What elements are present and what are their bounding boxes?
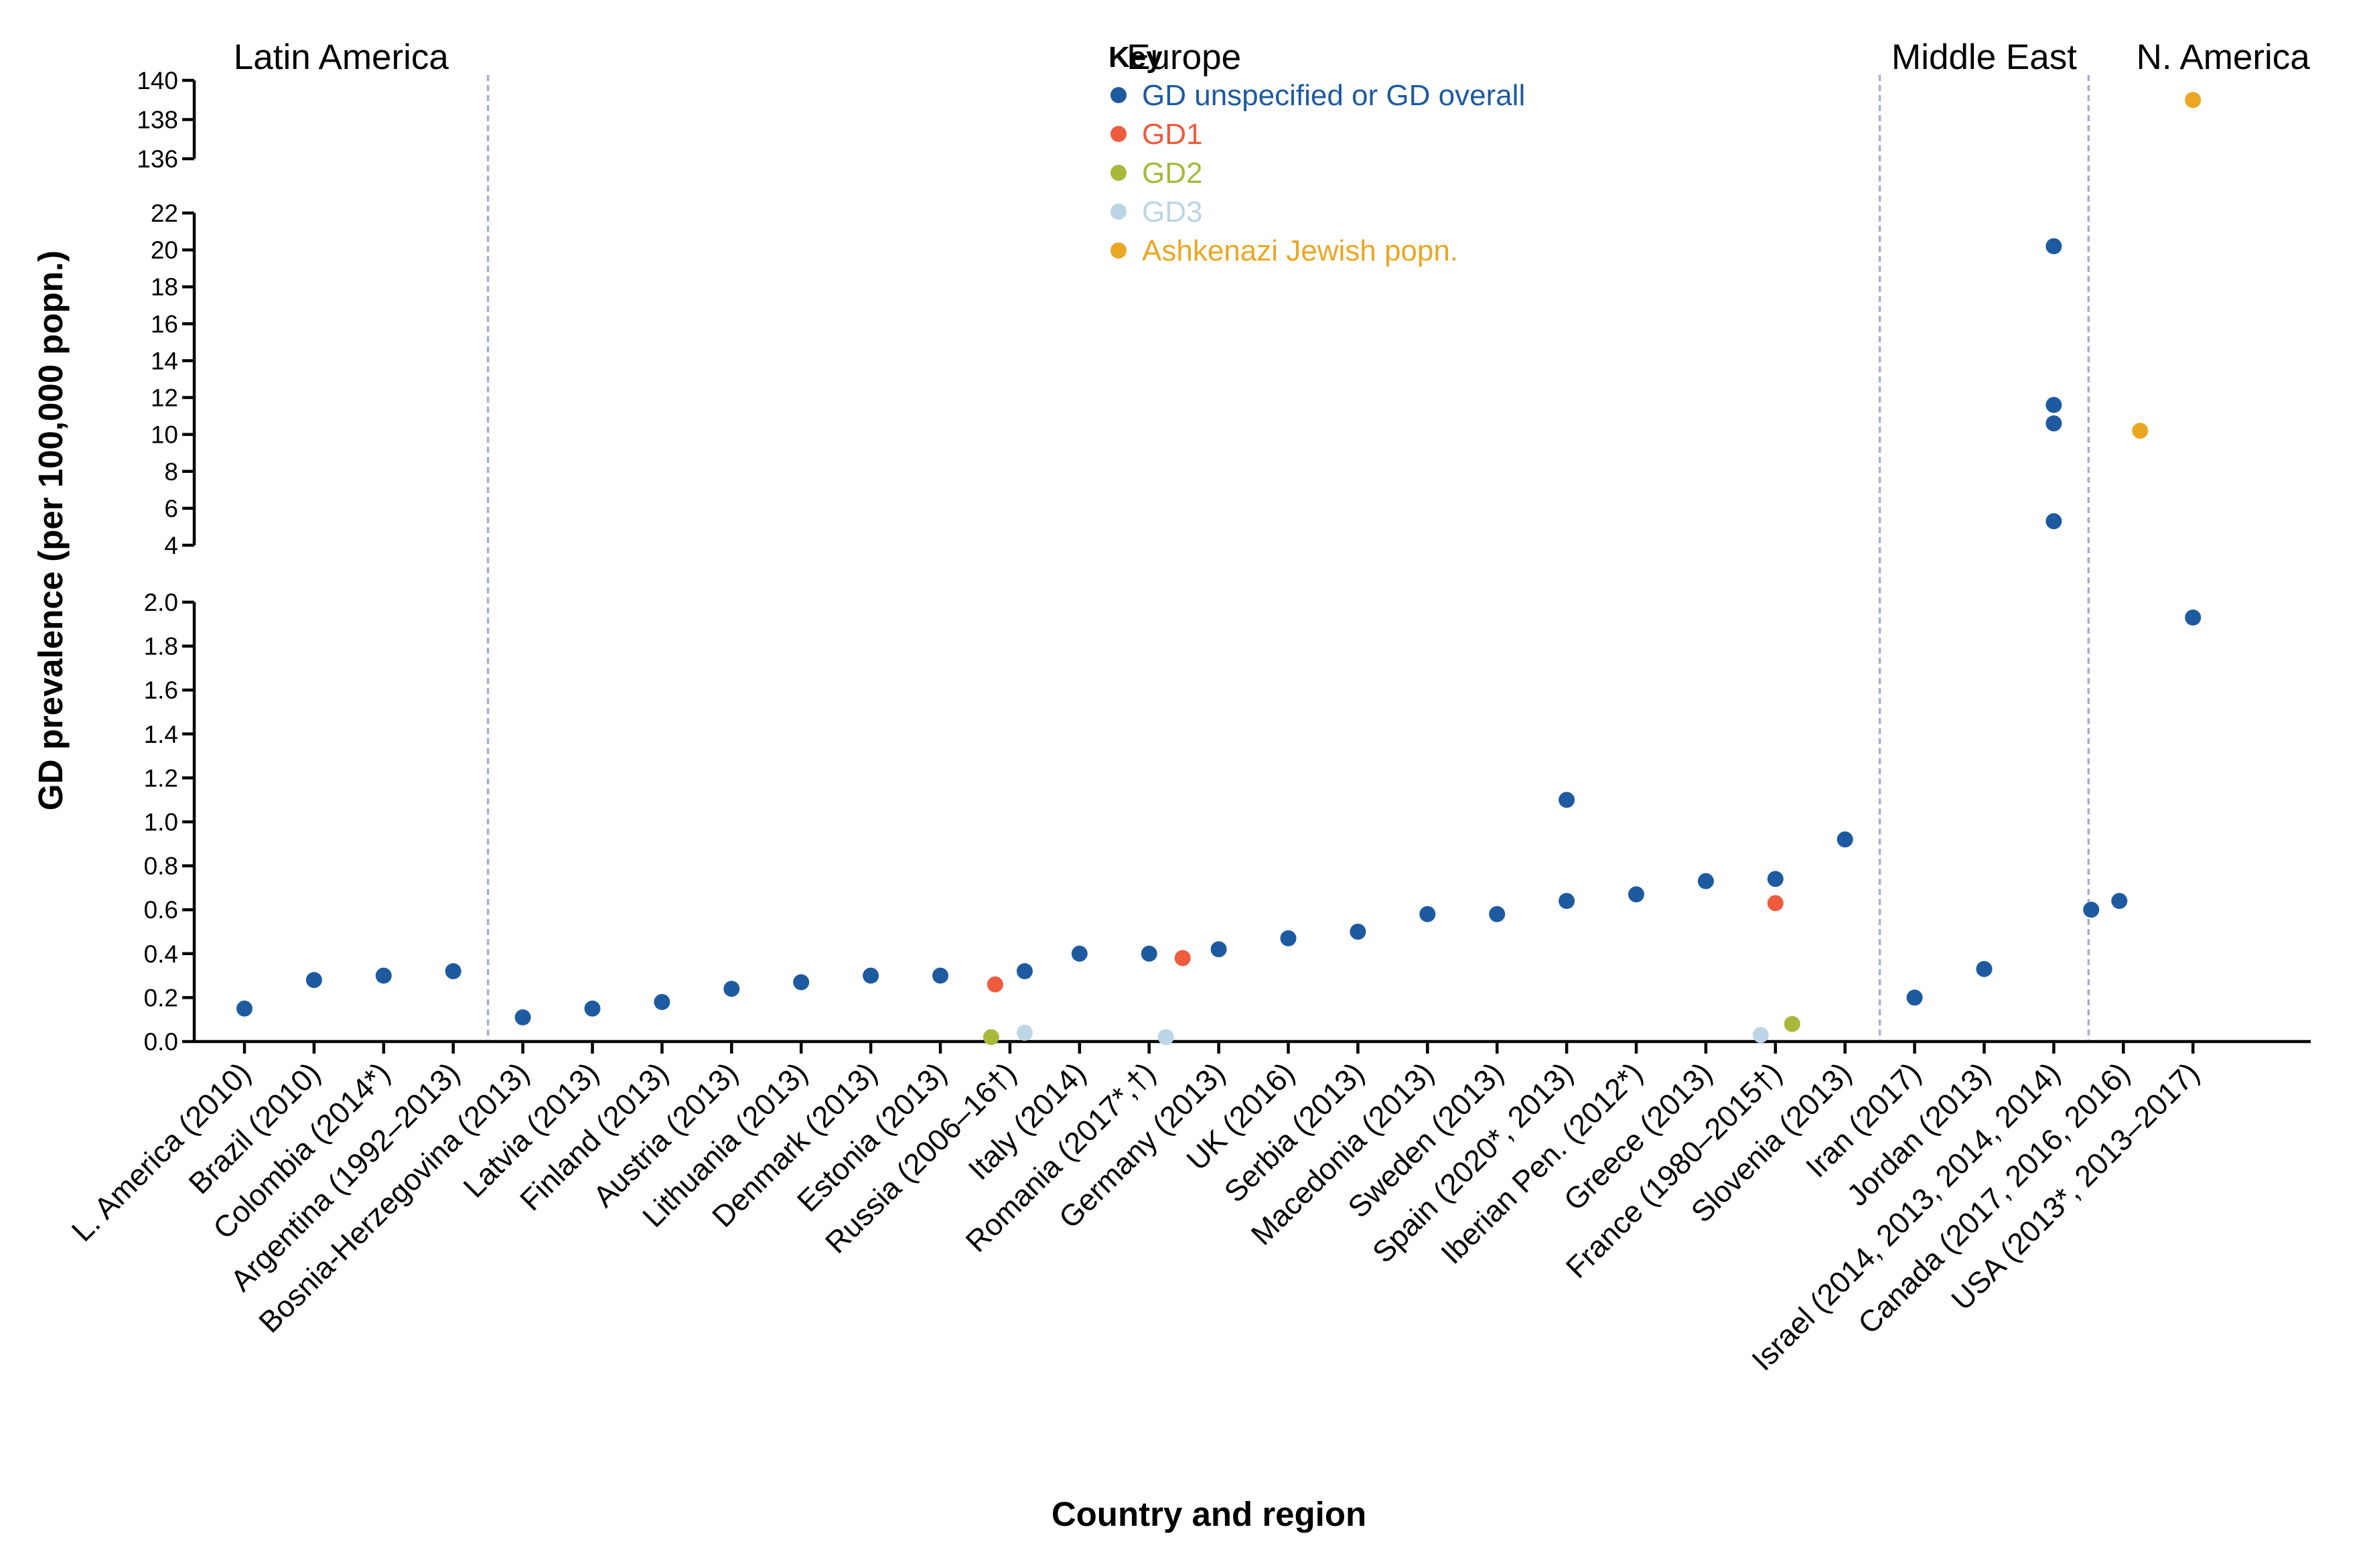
y-tick-label: 18 (151, 273, 178, 301)
data-point-overall (1016, 963, 1033, 980)
data-point-overall (2185, 609, 2202, 626)
y-tick-label: 6 (164, 495, 178, 522)
data-point-overall (1559, 792, 1575, 808)
y-tick-label: 1.4 (144, 721, 178, 748)
data-point-overall (1697, 873, 1714, 889)
y-tick-label: 2.0 (144, 589, 178, 616)
data-point-overall (305, 972, 322, 989)
data-point-gd2 (983, 1029, 999, 1046)
region-label: Middle East (1891, 38, 2077, 77)
data-point-overall (723, 981, 740, 997)
y-tick-label: 0.4 (144, 940, 178, 968)
data-point-overall (2083, 902, 2100, 918)
data-point-overall (654, 993, 670, 1010)
legend-marker (1110, 87, 1127, 103)
data-point-overall (1141, 945, 1157, 962)
legend-marker (1110, 165, 1127, 181)
y-tick-label: 16 (151, 310, 178, 338)
data-point-overall (1767, 871, 1784, 887)
y-tick-label: 12 (151, 384, 178, 412)
legend-marker (1110, 126, 1127, 142)
y-tick-label: 0.0 (144, 1028, 178, 1056)
data-point-overall (1280, 930, 1297, 946)
data-point-overall (1071, 945, 1088, 962)
data-point-gd1 (987, 976, 1003, 993)
data-point-overall (584, 1000, 601, 1017)
axes (192, 80, 2311, 1044)
legend-entry-label: Ashkenazi Jewish popn. (1142, 234, 1458, 267)
x-axis-title: Country and region (1052, 1495, 1366, 1533)
region-dividers (486, 75, 2090, 1042)
legend-entry-label: GD3 (1142, 196, 1202, 228)
data-point-overall (793, 974, 810, 991)
region-label: N. America (2137, 38, 2311, 77)
y-tick-label: 10 (151, 421, 178, 449)
y-axis-title: GD prevalence (per 100,000 popn.) (31, 251, 70, 810)
data-point-overall (514, 1009, 531, 1025)
legend-title: Key (1108, 41, 1163, 74)
x-axis-ticks: L. America (2010)Brazil (2010)Colombia (… (65, 1042, 2206, 1377)
y-tick-label: 1.8 (144, 633, 178, 660)
data-point-overall (1210, 941, 1227, 958)
data-point-overall (375, 967, 392, 984)
data-point-overall (1419, 906, 1436, 922)
data-point-gd3 (1157, 1029, 1174, 1046)
data-point-overall (932, 967, 948, 984)
y-tick-label: 4 (164, 532, 178, 559)
data-point-overall (863, 967, 879, 984)
data-point-overall (1906, 989, 1923, 1006)
legend-marker (1110, 204, 1127, 220)
y-tick-label: 14 (151, 347, 178, 374)
data-point-overall (1350, 924, 1366, 940)
data-point-overall (2111, 893, 2128, 910)
data-point-gd3 (1016, 1024, 1033, 1041)
data-point-overall (1489, 906, 1506, 922)
y-tick-label: 22 (151, 200, 178, 227)
region-label: Latin America (234, 38, 449, 77)
data-point-gd1 (1174, 950, 1191, 967)
data-point-overall (2045, 415, 2062, 432)
legend-entry-label: GD unspecified or GD overall (1142, 79, 1525, 112)
y-tick-label: 0.8 (144, 853, 178, 880)
y-tick-label: 1.6 (144, 676, 178, 704)
data-point-overall (2045, 238, 2062, 255)
y-tick-label: 140 (137, 67, 178, 94)
legend-entry-label: GD1 (1142, 118, 1202, 151)
data-point-aj (2132, 423, 2149, 439)
y-tick-label: 20 (151, 236, 178, 264)
data-point-overall (1628, 886, 1644, 903)
data-point-aj (2185, 92, 2202, 109)
data-point-overall (2045, 397, 2062, 413)
legend-marker (1110, 242, 1127, 259)
data-point-gd2 (1784, 1015, 1800, 1032)
y-axis-ticks: 0.0 0.2 0.4 0.6 0.8 1.0 1.2 1.4 1.6 1.8 2.0 4 6 8 10 12… (137, 67, 194, 1056)
y-tick-label: 0.6 (144, 896, 178, 924)
y-tick-label: 0.2 (144, 984, 178, 1011)
data-point-gd3 (1752, 1027, 1769, 1044)
data-point-overall (1976, 960, 1993, 977)
y-tick-label: 1.0 (144, 808, 178, 836)
legend-entry-label: GD2 (1142, 157, 1202, 190)
data-point-overall (236, 1000, 253, 1017)
y-tick-label: 138 (137, 106, 178, 134)
region-label: Europe (1127, 38, 1241, 77)
data-point-overall (445, 963, 461, 980)
y-tick-label: 1.2 (144, 764, 178, 792)
data-point-overall (2045, 513, 2062, 530)
data-point-gd1 (1767, 895, 1784, 912)
data-point-overall (1559, 893, 1575, 910)
data-point-overall (1837, 831, 1853, 848)
y-tick-label: 136 (137, 145, 178, 173)
legend: Key GD unspecified or GD overall GD1 GD2 GD3… (1108, 41, 1525, 267)
region-labels: Latin America Europe Middle East N. America (234, 38, 2311, 77)
data-points (236, 92, 2202, 1046)
y-tick-label: 8 (164, 458, 178, 486)
